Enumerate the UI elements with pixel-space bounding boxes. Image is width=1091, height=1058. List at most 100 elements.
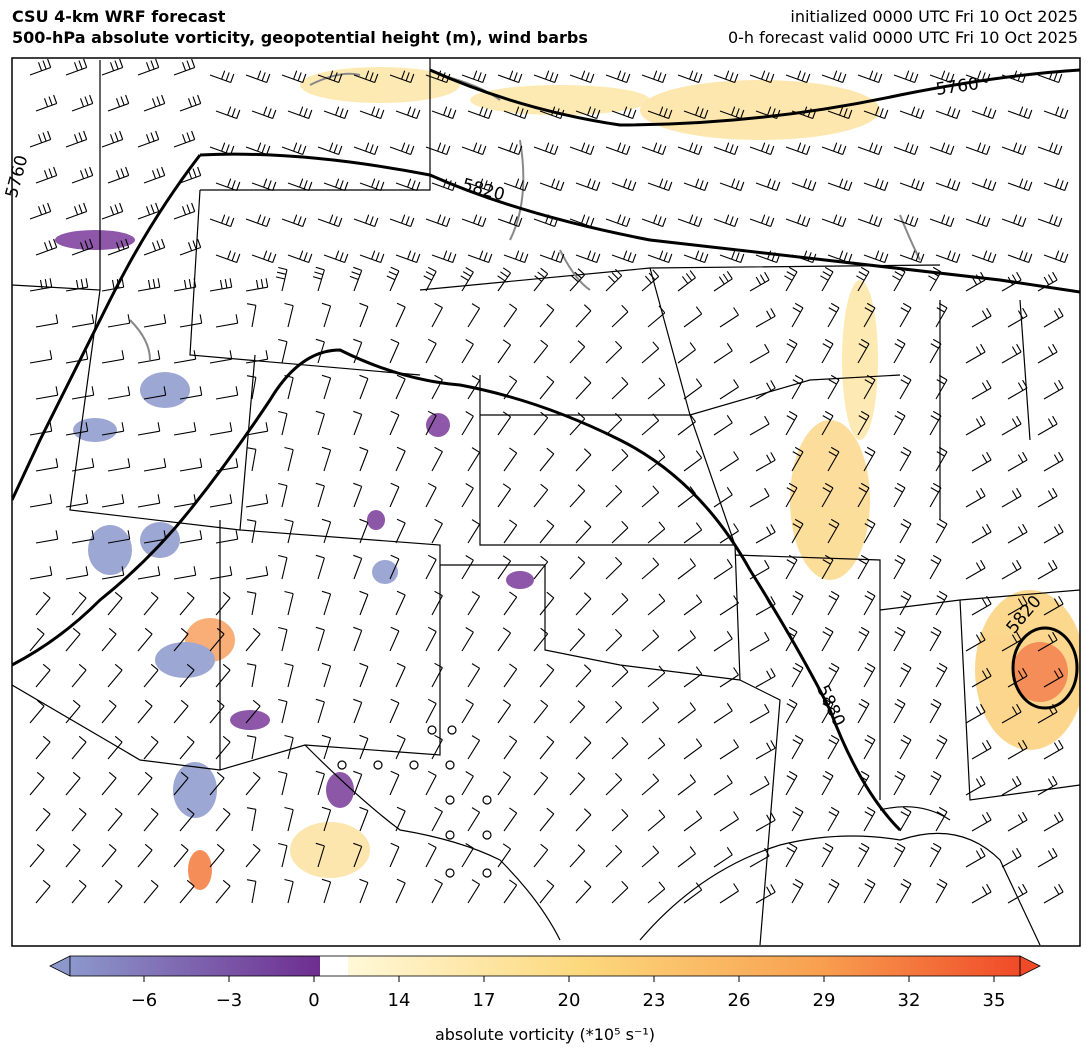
wind-barb — [35, 386, 59, 400]
wind-barb — [929, 698, 942, 724]
wind-barb — [245, 70, 271, 84]
wind-barb — [575, 520, 592, 544]
wind-barb — [863, 734, 876, 760]
wind-barb — [143, 386, 167, 400]
wind-barb — [359, 806, 369, 832]
wind-barb — [65, 771, 81, 796]
wind-barb — [497, 411, 512, 436]
wind-barb — [749, 142, 775, 156]
wind-barb — [29, 566, 53, 580]
wind-barb — [321, 878, 332, 904]
wind-barb — [215, 879, 231, 904]
wind-barb — [71, 879, 87, 904]
wind-barb — [1007, 250, 1033, 264]
wind-barb — [431, 518, 443, 544]
map — [12, 58, 1080, 946]
wind-barb — [575, 736, 592, 760]
wind-barb — [1043, 307, 1064, 328]
wind-barb — [611, 736, 629, 760]
wind-barb — [965, 559, 986, 580]
wind-barb — [503, 519, 518, 544]
wind-barb — [359, 734, 369, 760]
wind-barb — [353, 482, 363, 508]
wind-barb — [641, 845, 660, 868]
wind-barb — [349, 266, 363, 292]
wind-barb — [605, 700, 623, 724]
wind-barb — [284, 590, 294, 616]
calm-wind — [337, 760, 347, 770]
wind-barb — [278, 698, 288, 724]
wind-barb — [863, 662, 876, 688]
wind-barb — [29, 58, 52, 76]
wind-barb — [29, 130, 52, 148]
wind-barb — [755, 106, 781, 120]
wind-barb — [929, 626, 942, 652]
wind-barb — [935, 374, 948, 400]
wind-barb — [1007, 451, 1028, 472]
wind-barb — [431, 662, 443, 688]
wind-barb — [107, 166, 130, 184]
wind-barb — [315, 842, 325, 868]
wind-barb — [935, 590, 948, 616]
wind-barb — [431, 878, 443, 904]
wind-barb — [497, 771, 512, 796]
wind-barb — [965, 631, 986, 652]
wind-barb — [821, 842, 834, 868]
wind-barb — [35, 314, 59, 328]
wind-barb — [899, 250, 925, 264]
wind-barb — [821, 698, 834, 724]
init-time: initialized 0000 UTC Fri 10 Oct 2025 — [790, 7, 1078, 26]
wind-barb — [611, 178, 637, 192]
wind-barb — [683, 378, 703, 400]
wind-barb — [935, 878, 948, 904]
wind-barb — [827, 446, 840, 472]
wind-barb — [971, 883, 992, 904]
wind-barb — [143, 166, 166, 184]
wind-barb — [965, 487, 986, 508]
wind-barb — [857, 482, 870, 508]
wind-barb — [107, 314, 131, 328]
wind-barb — [569, 412, 586, 436]
wind-barb — [1037, 415, 1058, 436]
wind-barb — [785, 482, 798, 508]
wind-barb — [899, 178, 925, 192]
wind-barb — [143, 94, 166, 112]
wind-barb — [719, 667, 739, 688]
wind-barb — [965, 775, 986, 796]
wind-barb — [863, 878, 876, 904]
wind-barb — [461, 411, 474, 436]
wind-barb — [971, 307, 992, 328]
wind-barb — [647, 521, 666, 544]
wind-barb — [1043, 451, 1064, 472]
wind-barb — [179, 735, 195, 760]
wind-barb — [423, 266, 437, 292]
wind-barb — [827, 590, 840, 616]
wind-barb — [245, 142, 271, 156]
wind-barb — [395, 250, 421, 264]
wind-barb — [1001, 70, 1027, 84]
wind-barb — [893, 482, 906, 508]
wind-barb — [321, 662, 332, 688]
wind-barb — [395, 518, 406, 544]
wind-barb — [1037, 142, 1063, 156]
wind-barb — [251, 178, 277, 192]
wind-barb — [359, 662, 369, 688]
wind-barb — [315, 626, 325, 652]
wind-barb — [179, 807, 195, 832]
wind-barb — [863, 518, 876, 544]
wind-barb — [827, 106, 853, 120]
wind-barb — [323, 250, 349, 264]
wind-barb — [719, 106, 745, 120]
wind-barb — [929, 70, 955, 84]
wind-barb — [641, 413, 660, 436]
wind-barb — [35, 238, 58, 256]
wind-barb — [935, 518, 948, 544]
wind-barb — [899, 518, 912, 544]
wind-barb — [1037, 271, 1058, 292]
wind-barb — [497, 555, 512, 580]
wind-barb — [107, 735, 123, 760]
wind-barb — [647, 106, 673, 120]
wind-barb — [1037, 343, 1058, 364]
colorbar-tick-label: 32 — [898, 990, 921, 1011]
wind-barb — [395, 374, 406, 400]
